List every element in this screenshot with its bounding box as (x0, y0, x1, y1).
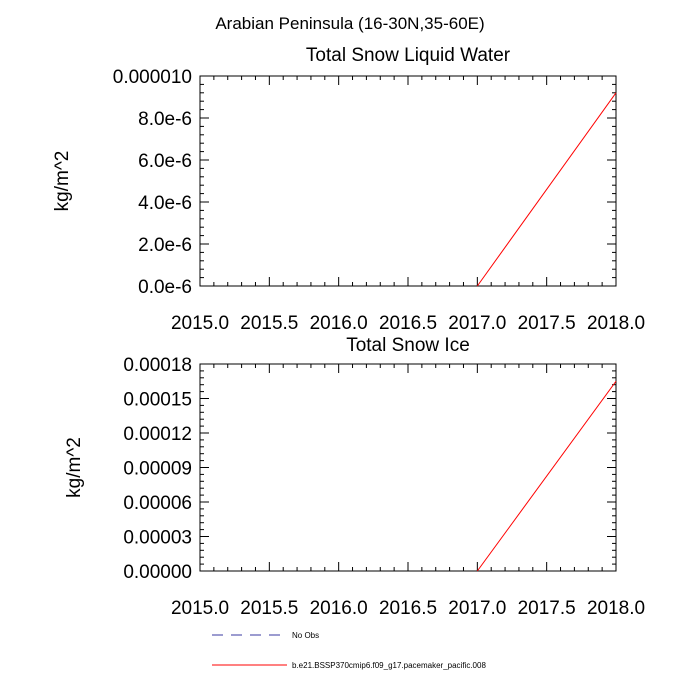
panel-1-xtick-label: 2016.5 (379, 313, 437, 334)
panel-1-ytick-label: 4.0e-6 (138, 193, 192, 214)
panel-2-xtick-label: 2016.0 (310, 598, 368, 619)
panel-1-xtick-label: 2018.0 (587, 313, 645, 334)
panel-2-title: Total Snow Ice (346, 335, 470, 356)
panel-2-ytick-label: 0.00000 (123, 562, 192, 583)
panel-1-ytick-label: 2.0e-6 (138, 235, 192, 256)
panel-2-ytick-label: 0.00003 (123, 528, 192, 549)
panel-1-series-line (476, 92, 617, 287)
panel-2-xtick-label: 2015.0 (171, 598, 229, 619)
legend-label-model: b.e21.BSSP370cmip6.f09_g17.pacemaker_pac… (292, 661, 486, 670)
panel-1-xtick-label: 2016.0 (310, 313, 368, 334)
panel-2-series-line (476, 380, 617, 572)
panel-1-ytick-label: 0.000010 (113, 67, 192, 88)
panels: Total Snow Liquid Water kg/m^2 2015.0 2015.… (52, 45, 645, 619)
panel-2-frame (199, 363, 617, 572)
panel-1-ytick-label: 0.0e-6 (138, 277, 192, 298)
panel-2-ytick-label: 0.00015 (123, 390, 192, 411)
legend: No Obs b.e21.BSSP370cmip6.f09_g17.pacema… (212, 631, 486, 670)
panel-1-ylabel: kg/m^2 (52, 151, 73, 212)
panel-1: Total Snow Liquid Water kg/m^2 2015.0 2015.… (52, 45, 645, 334)
panel-2-ytick-label: 0.00006 (123, 493, 192, 514)
panel-1-ytick-label: 8.0e-6 (138, 109, 192, 130)
panel-2-xtick-label: 2018.0 (587, 598, 645, 619)
panel-1-ytick-label: 6.0e-6 (138, 151, 192, 172)
panel-1-xtick-label: 2017.5 (518, 313, 576, 334)
panel-1-title: Total Snow Liquid Water (306, 45, 511, 66)
panel-2-ytick-label: 0.00012 (123, 424, 192, 445)
panel-1-xtick-label: 2015.0 (171, 313, 229, 334)
panel-1-frame (199, 75, 617, 287)
legend-label-no-obs: No Obs (292, 631, 319, 640)
panel-2-ytick-label: 0.00018 (123, 355, 192, 376)
panel-2-ytick-label: 0.00009 (123, 459, 192, 480)
panel-2-ylabel: kg/m^2 (64, 437, 85, 498)
panel-2-xtick-label: 2016.5 (379, 598, 437, 619)
panel-1-xtick-label: 2015.5 (240, 313, 298, 334)
panel-2-xtick-label: 2015.5 (240, 598, 298, 619)
panel-2: Total Snow Ice kg/m^2 2015.0 2015.5 2016.0 20… (64, 335, 645, 619)
figure-suptitle: Arabian Peninsula (16-30N,35-60E) (215, 14, 484, 33)
panel-2-xtick-label: 2017.0 (448, 598, 506, 619)
panel-2-xtick-label: 2017.5 (518, 598, 576, 619)
panel-1-xtick-label: 2017.0 (448, 313, 506, 334)
